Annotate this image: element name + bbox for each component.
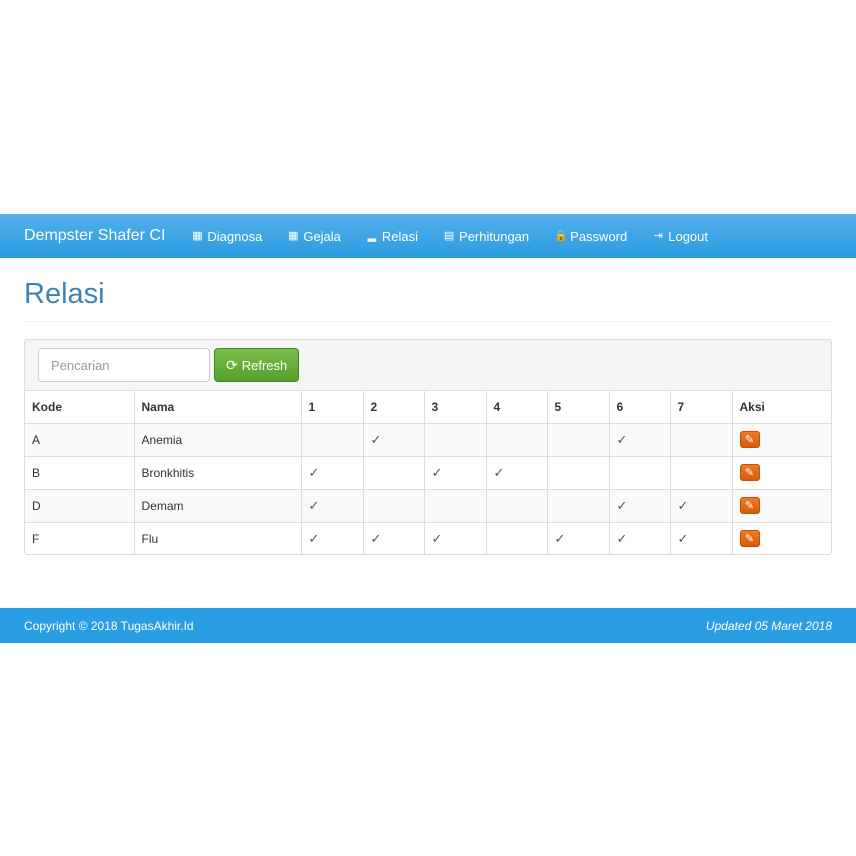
aksi-cell: ✎ [732, 489, 831, 523]
nav-label: Perhitungan [459, 228, 530, 244]
gejala-cell: ✓ [424, 456, 487, 490]
nav-label: Password [570, 228, 628, 244]
column-header: 7 [670, 391, 733, 424]
column-header: 6 [609, 391, 671, 424]
gejala-cell: ✓ [301, 489, 364, 523]
gejala-cell: ✓ [363, 423, 425, 457]
gejala-cell: ✓ [609, 489, 671, 523]
relasi-table: Kode Nama 1 2 3 4 5 6 7 Aksi A Anemia ✓ ✓ ✎ B Bronkhiti… [25, 391, 831, 554]
gejala-cell [486, 489, 548, 523]
column-header: Kode [25, 391, 135, 424]
gejala-cell [363, 456, 425, 490]
aksi-cell: ✎ [732, 522, 831, 554]
footer: Copyright © 2018 TugasAkhir.Id Updated 0… [0, 608, 856, 643]
search-input[interactable] [38, 348, 210, 382]
signal-icon: ▂ [367, 230, 377, 242]
gejala-cell [547, 489, 610, 523]
gejala-cell: ✓ [486, 456, 548, 490]
updated-text: Updated 05 Maret 2018 [705, 618, 832, 633]
gejala-cell [547, 423, 610, 457]
nav-gejala[interactable]: ▦ Gejala [287, 229, 341, 244]
gejala-cell [547, 456, 610, 490]
nav-label: Gejala [303, 228, 341, 244]
gejala-cell: ✓ [547, 522, 610, 554]
divider [24, 321, 832, 322]
nav-diagnosa[interactable]: ▦ Diagnosa [191, 229, 262, 244]
nama-cell: Flu [134, 522, 302, 554]
nama-cell: Anemia [134, 423, 302, 457]
gejala-cell [670, 456, 733, 490]
edit-button[interactable]: ✎ [739, 530, 760, 548]
refresh-button[interactable]: ⟳ Refresh [214, 348, 300, 382]
gejala-cell: ✓ [301, 456, 364, 490]
gejala-cell: ✓ [670, 489, 733, 523]
nav-perhitungan[interactable]: ▤ Perhitungan [443, 229, 529, 244]
nav-label: Relasi [381, 228, 419, 244]
gejala-cell [486, 423, 548, 457]
column-header: 2 [363, 391, 425, 424]
gejala-cell [424, 423, 487, 457]
aksi-cell: ✎ [732, 456, 831, 490]
navbar: Dempster Shafer CI ▦ Diagnosa ▦ Gejala ▂ Rela… [0, 214, 856, 258]
gejala-cell: ✓ [424, 522, 487, 554]
gejala-cell [424, 489, 487, 523]
gejala-cell: ✓ [609, 423, 671, 457]
column-header: 4 [486, 391, 548, 424]
edit-button[interactable]: ✎ [739, 464, 760, 481]
nav-logout[interactable]: ⇥ Logout [652, 229, 708, 244]
gejala-cell [486, 522, 548, 554]
table-row: A Anemia ✓ ✓ ✎ [25, 423, 831, 457]
gejala-cell [609, 456, 671, 490]
column-header: Nama [134, 391, 302, 424]
calendar-icon: ▤ [443, 230, 455, 242]
gejala-cell: ✓ [609, 522, 671, 554]
gejala-cell: ✓ [670, 522, 733, 554]
table-row: B Bronkhitis ✓ ✓ ✓ ✎ [25, 456, 831, 490]
brand[interactable]: Dempster Shafer CI [24, 227, 166, 244]
toolbar: ⟳ Refresh [25, 340, 831, 391]
page-title: Relasi [24, 278, 105, 310]
edit-button[interactable]: ✎ [739, 431, 760, 448]
aksi-cell: ✎ [732, 423, 831, 457]
lock-icon: 🔒 [554, 230, 568, 242]
refresh-label: Refresh [241, 357, 288, 373]
table-row: F Flu ✓ ✓ ✓ ✓ ✓ ✓ ✎ [25, 522, 831, 554]
column-header: 5 [547, 391, 610, 424]
gejala-cell [363, 489, 425, 523]
nama-cell: Demam [134, 489, 302, 523]
nama-cell: Bronkhitis [134, 456, 302, 490]
kode-cell: D [25, 489, 135, 523]
column-header: 1 [301, 391, 364, 424]
table-row: D Demam ✓ ✓ ✓ ✎ [25, 489, 831, 523]
edit-button[interactable]: ✎ [739, 497, 760, 514]
nav-relasi[interactable]: ▂ Relasi [366, 229, 418, 244]
gejala-cell [670, 423, 733, 457]
nav-password[interactable]: 🔒 Password [554, 229, 627, 244]
gejala-cell: ✓ [301, 522, 364, 554]
nav-label: Logout [668, 228, 708, 244]
column-header: Aksi [732, 391, 831, 424]
kode-cell: F [25, 522, 135, 554]
column-header: 3 [424, 391, 487, 424]
refresh-icon: ⟳ [226, 356, 238, 373]
nav-label: Diagnosa [207, 228, 263, 244]
kode-cell: B [25, 456, 135, 490]
th-icon: ▦ [288, 230, 299, 242]
th-large-icon: ▦ [192, 230, 203, 242]
kode-cell: A [25, 423, 135, 457]
gejala-cell: ✓ [363, 522, 425, 554]
logout-icon: ⇥ [653, 230, 663, 242]
copyright: Copyright © 2018 TugasAkhir.Id [24, 618, 194, 633]
gejala-cell [301, 423, 364, 457]
